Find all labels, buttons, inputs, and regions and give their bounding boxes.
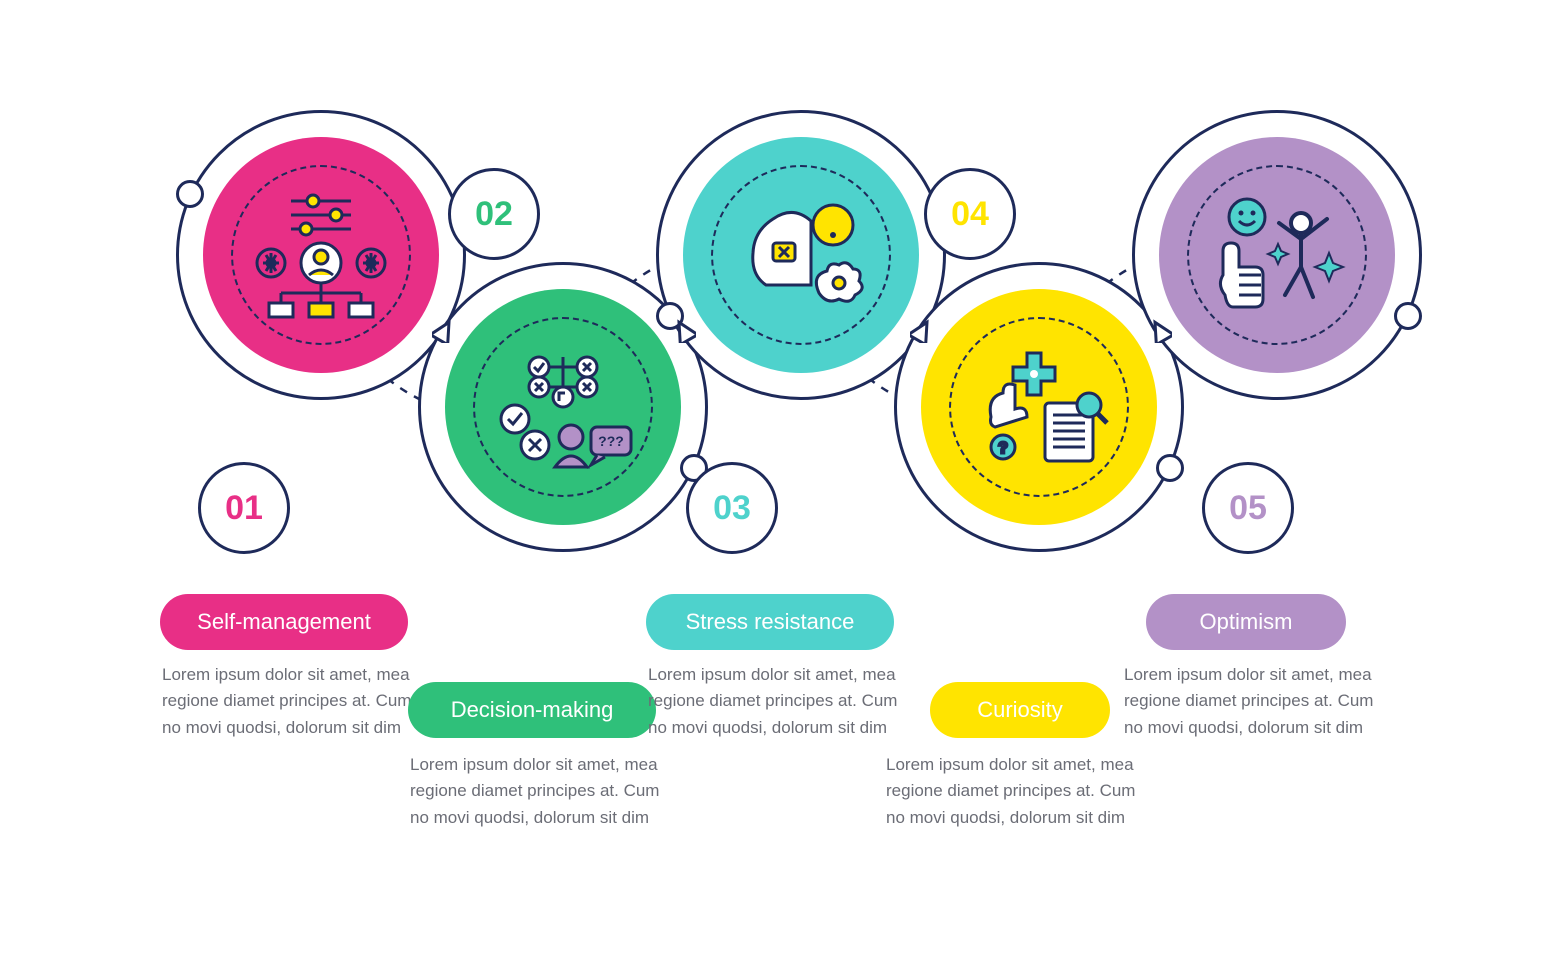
step-description: Lorem ipsum dolor sit amet, mea regione …	[162, 662, 412, 741]
step-number: 04	[924, 168, 1016, 260]
step-title-pill: Curiosity	[930, 682, 1110, 738]
step-description: Lorem ipsum dolor sit amet, mea regione …	[1124, 662, 1374, 741]
step-title-pill: Decision-making	[408, 682, 656, 738]
step-description: Lorem ipsum dolor sit amet, mea regione …	[410, 752, 660, 831]
connector-arrow-icon	[672, 319, 696, 343]
connector-arrow-icon	[910, 319, 934, 343]
step-number: 05	[1202, 462, 1294, 554]
rim-dot	[1394, 302, 1422, 330]
step-number: 01	[198, 462, 290, 554]
step-description: Lorem ipsum dolor sit amet, mea regione …	[648, 662, 898, 741]
svg-text:?: ?	[998, 440, 1008, 457]
step-number: 02	[448, 168, 540, 260]
self-management-icon	[241, 175, 401, 335]
infographic-stage: 01 Self-management Lorem ipsum dolor sit a…	[0, 0, 1568, 980]
step-title-pill: Stress resistance	[646, 594, 894, 650]
connector-arrow-icon	[432, 319, 456, 343]
step-number: 03	[686, 462, 778, 554]
curiosity-icon: ?	[959, 327, 1119, 487]
optimism-icon	[1197, 175, 1357, 335]
step-title-pill: Self-management	[160, 594, 408, 650]
step-description: Lorem ipsum dolor sit amet, mea regione …	[886, 752, 1136, 831]
decision-making-icon: ???	[483, 327, 643, 487]
svg-text:???: ???	[598, 433, 624, 449]
rim-dot	[176, 180, 204, 208]
connector-arrow-icon	[1148, 319, 1172, 343]
step-title-pill: Optimism	[1146, 594, 1346, 650]
stress-resistance-icon	[721, 175, 881, 335]
